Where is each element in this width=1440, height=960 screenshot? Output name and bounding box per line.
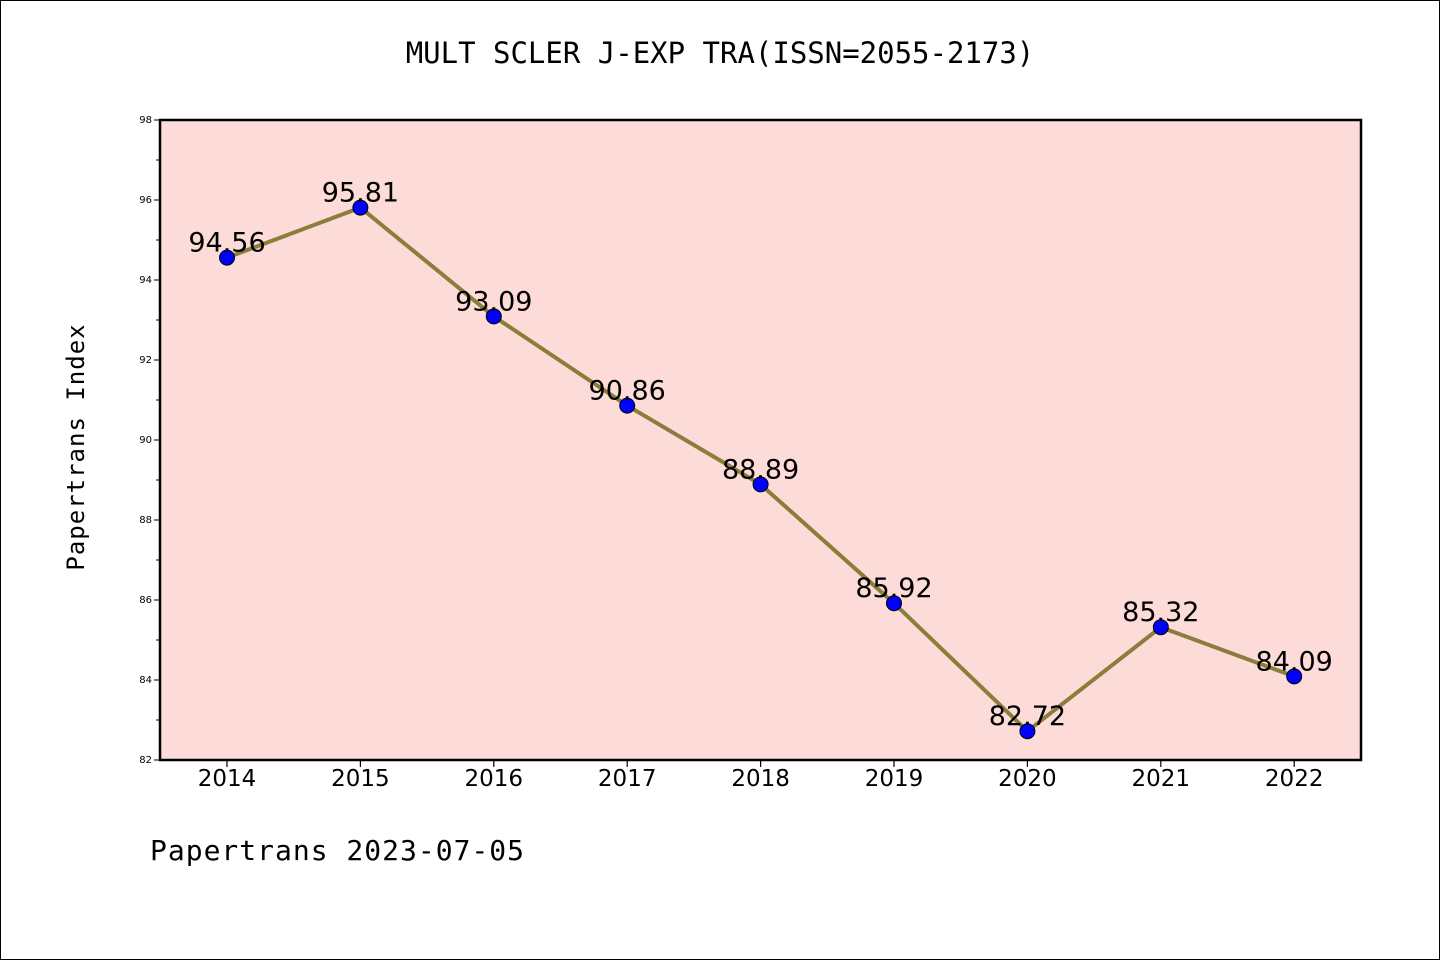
- y-tick-label: 96: [139, 195, 152, 206]
- y-tick-label: 86: [139, 595, 152, 606]
- data-label: 82.72: [989, 701, 1066, 732]
- y-tick-label: 84: [139, 675, 152, 686]
- data-label: 93.09: [455, 286, 532, 317]
- plot-border: [158, 118, 1363, 762]
- data-point: [619, 397, 636, 414]
- data-point: [1286, 668, 1303, 685]
- data-label: 85.32: [1122, 597, 1199, 628]
- x-axis: 2014 2015 2016 2017 2018 2019 2020 2021 2022: [198, 760, 1324, 792]
- data-labels: 94.56 95.81 93.09 90.86 88.89 85.92 82.72 85.32…: [188, 178, 1332, 733]
- data-point: [352, 199, 369, 216]
- y-tick-label: 88: [139, 515, 152, 526]
- y-tick-label: 98: [139, 115, 152, 126]
- data-point: [886, 595, 902, 612]
- data-label: 94.56: [188, 228, 265, 259]
- x-tick-label: 2019: [865, 766, 924, 792]
- y-tick-label: 92: [139, 355, 152, 366]
- x-tick-label: 2018: [731, 766, 790, 792]
- x-tick-label: 2021: [1132, 766, 1191, 792]
- x-tick-label: 2014: [198, 766, 257, 792]
- plot-area: [160, 120, 1361, 760]
- y-axis: 82 84 86 88 90 92 94 96 98: [139, 115, 160, 766]
- data-point: [1019, 723, 1036, 740]
- data-point: [752, 476, 769, 493]
- data-label: 90.86: [589, 376, 666, 407]
- y-tick-label: 82: [139, 755, 152, 766]
- data-label: 85.92: [855, 573, 932, 604]
- x-tick-label: 2020: [998, 766, 1057, 792]
- x-tick-label: 2015: [331, 766, 390, 792]
- data-label: 88.89: [722, 454, 799, 485]
- series-group: [219, 199, 1303, 740]
- data-point: [219, 249, 235, 266]
- x-tick-label: 2017: [598, 766, 657, 792]
- data-point: [1152, 619, 1169, 636]
- y-tick-label: 94: [139, 275, 152, 286]
- x-tick-label: 2022: [1265, 766, 1324, 792]
- y-tick-label: 90: [139, 435, 152, 446]
- chart-title: MULT SCLER J-EXP TRA(ISSN=2055-2173): [405, 36, 1035, 70]
- footer-text: Papertrans 2023-07-05: [150, 834, 526, 867]
- x-tick-label: 2016: [465, 766, 524, 792]
- data-point: [485, 308, 502, 325]
- data-label: 84.09: [1256, 646, 1333, 677]
- data-label: 95.81: [322, 178, 399, 209]
